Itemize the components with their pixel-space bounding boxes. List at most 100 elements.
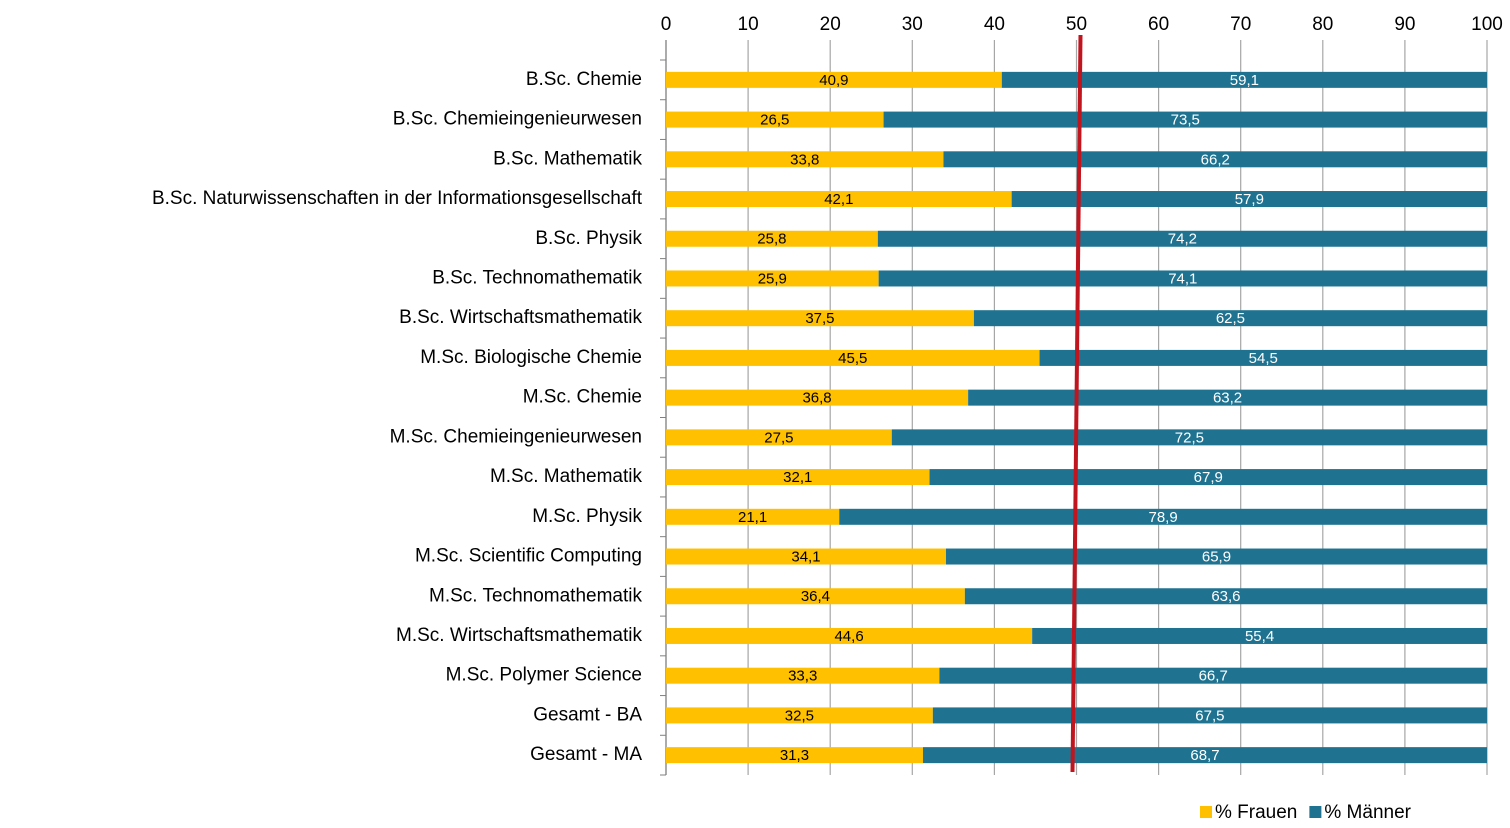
- bar-segment: [666, 588, 965, 605]
- data-label: 57,9: [1235, 191, 1264, 208]
- bar-segment: [945, 548, 1487, 565]
- y-tick-label: Gesamt - BA: [533, 704, 642, 725]
- data-label: 54,5: [1249, 350, 1278, 367]
- x-tick-label: 20: [820, 14, 841, 35]
- bar-segment: [666, 191, 1012, 208]
- bar-segment: [1001, 71, 1487, 88]
- bar-segment: [666, 71, 1002, 88]
- data-label: 31,3: [780, 747, 809, 764]
- y-tick-label: B.Sc. Technomathematik: [432, 267, 642, 288]
- data-label: 25,8: [757, 231, 786, 248]
- y-tick-label: B.Sc. Mathematik: [493, 148, 642, 169]
- bar-segment: [666, 349, 1040, 366]
- data-label: 78,9: [1149, 509, 1178, 526]
- y-tick-label: M.Sc. Scientific Computing: [415, 546, 642, 567]
- x-tick-label: 30: [902, 14, 923, 35]
- data-label: 26,5: [760, 112, 789, 129]
- bar-segment: [666, 230, 878, 247]
- reference-line: [1070, 34, 1083, 773]
- y-tick-label: M.Sc. Chemieingenieurwesen: [390, 426, 642, 447]
- x-tick-label: 100: [1471, 14, 1503, 35]
- x-tick-label: 50: [1066, 14, 1087, 35]
- y-tick-label: B.Sc. Naturwissenschaften in der Informa…: [152, 188, 643, 209]
- data-label: 32,5: [785, 707, 814, 724]
- data-label: 59,1: [1230, 72, 1259, 89]
- data-label: 74,1: [1168, 270, 1197, 287]
- x-tick-label: 60: [1148, 14, 1169, 35]
- bar-segment: [1032, 627, 1487, 644]
- data-label: 40,9: [819, 72, 848, 89]
- data-label: 33,8: [790, 151, 819, 168]
- bar-segment: [878, 270, 1487, 287]
- y-tick-label: B.Sc. Wirtschaftsmathematik: [399, 307, 642, 328]
- y-tick-label: M.Sc. Wirtschaftsmathematik: [396, 625, 642, 646]
- data-label: 36,8: [802, 390, 831, 407]
- y-tick-label: M.Sc. Biologische Chemie: [420, 347, 642, 368]
- bar-segment: [666, 548, 946, 565]
- x-tick-label: 90: [1394, 14, 1415, 35]
- y-tick-label: B.Sc. Chemie: [526, 69, 642, 90]
- x-tick-label: 10: [738, 14, 759, 35]
- y-tick-label: M.Sc. Technomathematik: [429, 585, 642, 606]
- data-label: 72,5: [1175, 429, 1204, 446]
- data-label: 68,7: [1190, 747, 1219, 764]
- data-label: 65,9: [1202, 548, 1231, 565]
- bar-segment: [666, 111, 884, 128]
- y-tick-label: B.Sc. Physik: [535, 228, 642, 249]
- data-label: 37,5: [805, 310, 834, 327]
- data-label: 66,2: [1201, 151, 1230, 168]
- data-label: 74,2: [1168, 231, 1197, 248]
- data-label: 25,9: [758, 270, 787, 287]
- bar-segment: [922, 747, 1487, 764]
- x-tick-label: 80: [1312, 14, 1333, 35]
- data-label: 21,1: [738, 509, 767, 526]
- bar-segment: [877, 230, 1487, 247]
- data-label: 42,1: [824, 191, 853, 208]
- y-tick-label: M.Sc. Chemie: [523, 387, 642, 408]
- bar-segment: [666, 747, 923, 764]
- data-label: 66,7: [1199, 668, 1228, 685]
- data-label: 36,4: [801, 588, 830, 605]
- y-tick-label: M.Sc. Polymer Science: [446, 665, 642, 686]
- bar-segment: [666, 151, 944, 168]
- data-label: 44,6: [834, 628, 863, 645]
- bar-segment: [666, 389, 969, 406]
- bar-segment: [666, 429, 892, 446]
- legend-label: % Frauen: [1215, 802, 1297, 823]
- data-label: 45,5: [838, 350, 867, 367]
- data-label: 62,5: [1216, 310, 1245, 327]
- bar-segment: [666, 667, 940, 684]
- data-label: 55,4: [1245, 628, 1274, 645]
- bar-segment: [939, 667, 1487, 684]
- x-tick-label: 70: [1230, 14, 1251, 35]
- bar-segment: [666, 707, 933, 724]
- data-label: 33,3: [788, 668, 817, 685]
- bar-segment: [968, 389, 1487, 406]
- data-label: 27,5: [764, 429, 793, 446]
- data-label: 67,5: [1195, 707, 1224, 724]
- data-label: 63,2: [1213, 390, 1242, 407]
- data-label: 63,6: [1211, 588, 1240, 605]
- bar-segment: [891, 429, 1487, 446]
- y-tick-label: B.Sc. Chemieingenieurwesen: [393, 109, 642, 130]
- y-tick-label: Gesamt - MA: [530, 744, 642, 765]
- bar-segment: [666, 270, 879, 287]
- x-tick-label: 0: [661, 14, 672, 35]
- bar-segment: [1039, 349, 1487, 366]
- y-tick-label: M.Sc. Mathematik: [490, 466, 643, 487]
- bar-segment: [883, 111, 1487, 128]
- bar-segment: [964, 588, 1487, 605]
- legend-label: % Männer: [1324, 802, 1411, 823]
- data-label: 32,1: [783, 469, 812, 486]
- legend-swatch: [1309, 806, 1322, 818]
- bar-segment: [666, 469, 930, 486]
- data-label: 73,5: [1171, 112, 1200, 129]
- bar-segment: [666, 508, 840, 525]
- bar-segment: [929, 469, 1487, 486]
- bar-segment: [666, 627, 1033, 644]
- bar-segment: [666, 310, 974, 327]
- bar-segment: [1011, 191, 1487, 208]
- data-label: 67,9: [1194, 469, 1223, 486]
- y-tick-label: M.Sc. Physik: [532, 506, 642, 527]
